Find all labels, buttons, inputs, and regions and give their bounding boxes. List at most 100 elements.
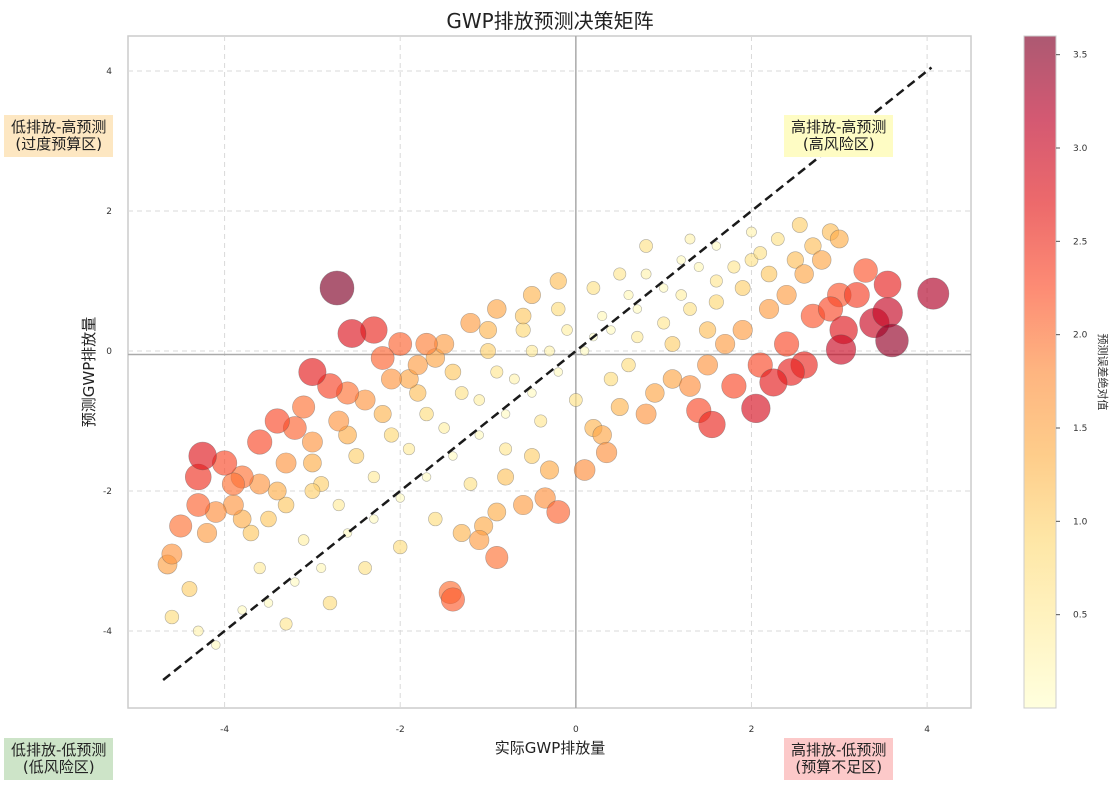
quadrant-top-left-title: 低排放-高预测 [11, 118, 107, 136]
data-point [917, 277, 950, 310]
data-point [534, 414, 548, 428]
quadrant-bottom-right: 高排放-低预测 (预算不足区) [784, 738, 894, 780]
colorbar-tick-label: 2.0 [1073, 331, 1088, 341]
data-point [744, 253, 759, 267]
data-point [319, 270, 355, 306]
data-point [794, 264, 814, 284]
data-point [487, 299, 507, 319]
data-point [524, 448, 540, 464]
data-point [623, 289, 634, 301]
data-point [579, 346, 590, 356]
data-point [645, 383, 665, 403]
data-point [732, 319, 753, 341]
data-point [561, 324, 573, 336]
y-tick-label: -4 [103, 627, 112, 637]
data-point [267, 481, 287, 501]
axis-ticks: -4 -2 0 2 4 -4 -2 0 2 4 [103, 67, 930, 735]
reference-line [162, 66, 933, 681]
data-point [279, 617, 293, 631]
data-point [675, 289, 687, 301]
quadrant-top-right-title: 高排放-高预测 [791, 118, 887, 136]
data-point [843, 282, 870, 308]
data-point [522, 286, 541, 304]
data-point [698, 410, 726, 439]
data-point [186, 493, 211, 517]
data-point [697, 354, 718, 376]
data-point [480, 343, 496, 359]
colorbar-tick-label: 1.0 [1073, 517, 1088, 527]
data-point [253, 561, 266, 575]
data-point [708, 294, 724, 310]
data-point [635, 403, 657, 425]
data-point [303, 453, 322, 473]
data-point [603, 371, 619, 387]
data-point [640, 268, 652, 280]
data-point [328, 410, 350, 432]
data-point [419, 406, 434, 422]
data-point [676, 255, 686, 265]
y-axis-label: 预测GWP排放量 [80, 317, 98, 428]
data-point [275, 452, 297, 474]
data-point [337, 319, 367, 348]
data-point [438, 422, 450, 434]
x-tick-label: 2 [749, 725, 755, 735]
data-point [613, 267, 627, 281]
data-point [721, 373, 747, 399]
data-point [804, 237, 822, 255]
data-point [621, 357, 636, 373]
data-point [684, 233, 696, 245]
data-point [658, 283, 669, 293]
data-point [381, 368, 402, 390]
data-point [774, 331, 800, 357]
data-point [631, 330, 644, 344]
data-point [592, 425, 612, 445]
data-point [534, 487, 556, 509]
data-point [421, 472, 432, 482]
quadrant-top-right: 高排放-高预测 (高风险区) [784, 115, 894, 157]
data-point [161, 543, 183, 565]
data-point [383, 427, 399, 443]
quadrant-bottom-right-title: 高排放-低预测 [791, 741, 887, 759]
scatter-points [157, 217, 950, 650]
data-point [569, 393, 583, 407]
reference-diagonal-line [162, 66, 933, 681]
y-tick-label: 4 [106, 67, 112, 77]
data-point [872, 297, 903, 328]
data-point [469, 529, 490, 551]
data-point [770, 232, 785, 246]
data-point [444, 363, 462, 381]
data-point [474, 430, 484, 440]
data-point [597, 310, 608, 322]
data-point [407, 354, 428, 376]
data-point [853, 258, 878, 283]
quadrant-top-right-subtitle: (高风险区) [802, 135, 875, 153]
data-point [490, 365, 504, 379]
data-point [301, 431, 323, 453]
x-tick-label: -2 [396, 725, 405, 735]
data-point [515, 322, 531, 338]
data-point [508, 373, 520, 385]
chart-title: GWP排放预测决策矩阵 [446, 9, 653, 33]
quadrant-top-left-subtitle: (过度预算区) [15, 135, 103, 153]
data-point [812, 250, 832, 270]
colorbar-tick-label: 2.5 [1073, 237, 1087, 247]
data-point [741, 393, 771, 424]
data-point [746, 226, 757, 238]
data-point [825, 334, 857, 365]
colorbar-tick-label: 3.5 [1073, 51, 1087, 61]
data-point [367, 470, 380, 484]
quadrant-top-left: 低排放-高预测 (过度预算区) [4, 115, 114, 157]
data-point [242, 524, 260, 542]
data-point [595, 441, 618, 464]
data-point [499, 442, 513, 456]
data-point [709, 274, 723, 288]
data-point [277, 496, 295, 514]
data-point [409, 384, 427, 402]
data-point [514, 307, 532, 325]
data-point [683, 302, 697, 316]
data-point [485, 545, 509, 569]
data-point [211, 640, 221, 650]
data-point [164, 609, 180, 625]
y-tick-label: 2 [106, 207, 112, 217]
